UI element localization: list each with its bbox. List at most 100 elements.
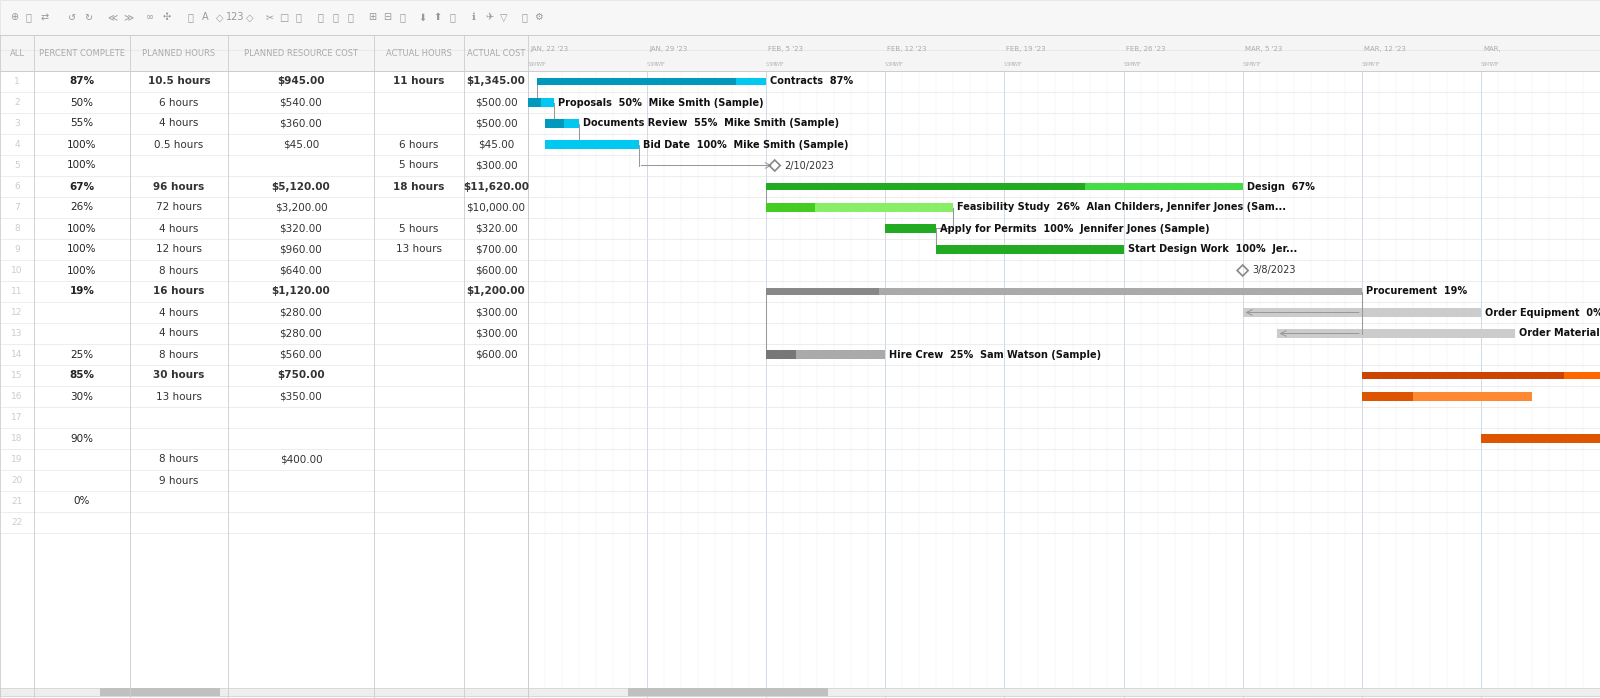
Text: $1,200.00: $1,200.00 — [467, 286, 525, 297]
Text: ↺: ↺ — [67, 13, 77, 22]
Text: S: S — [1363, 62, 1366, 67]
Text: 2: 2 — [14, 98, 19, 107]
Text: W: W — [536, 62, 541, 67]
Text: $320.00: $320.00 — [475, 223, 517, 234]
Text: M: M — [890, 62, 893, 67]
Text: S: S — [1242, 62, 1245, 67]
Text: $300.00: $300.00 — [475, 329, 517, 339]
Text: T: T — [1011, 62, 1014, 67]
Text: ≫: ≫ — [123, 13, 133, 22]
Text: 20: 20 — [11, 476, 22, 485]
Bar — [546, 140, 638, 149]
Text: W: W — [1133, 62, 1138, 67]
Text: W: W — [894, 62, 899, 67]
Text: 30 hours: 30 hours — [154, 371, 205, 380]
Text: F: F — [1258, 62, 1259, 67]
Text: 8: 8 — [14, 224, 19, 233]
Text: F: F — [1496, 62, 1498, 67]
Text: 6 hours: 6 hours — [400, 140, 438, 149]
Text: M: M — [1366, 62, 1370, 67]
Text: ⊟: ⊟ — [382, 13, 390, 22]
Bar — [546, 119, 563, 128]
Text: Apply for Permits  100%  Jennifer Jones (Sample): Apply for Permits 100% Jennifer Jones (S… — [941, 223, 1210, 234]
Text: 67%: 67% — [69, 181, 94, 191]
Text: 📋: 📋 — [294, 13, 301, 22]
Text: T: T — [773, 62, 776, 67]
Text: Order Equipment  0%  Sa...: Order Equipment 0% Sa... — [1485, 308, 1600, 318]
Text: 3: 3 — [14, 119, 19, 128]
Text: T: T — [534, 62, 538, 67]
Bar — [885, 224, 936, 233]
Text: ⬇: ⬇ — [418, 13, 426, 22]
Text: 30%: 30% — [70, 392, 93, 401]
Text: 📋: 📋 — [333, 13, 338, 22]
Text: ◇: ◇ — [246, 13, 254, 22]
Bar — [546, 119, 579, 128]
Bar — [0, 0, 1600, 35]
Bar — [766, 203, 814, 212]
Text: 12: 12 — [11, 308, 22, 317]
Bar — [766, 350, 885, 359]
Bar — [1277, 329, 1515, 338]
Text: 21: 21 — [11, 497, 22, 506]
Text: $945.00: $945.00 — [277, 77, 325, 87]
Text: 8 hours: 8 hours — [160, 350, 198, 359]
Bar — [536, 77, 736, 85]
Text: M: M — [1485, 62, 1490, 67]
Text: T: T — [539, 62, 542, 67]
Text: ✈: ✈ — [485, 13, 493, 22]
Text: 13: 13 — [11, 329, 22, 338]
Text: M: M — [531, 62, 536, 67]
Text: S: S — [1245, 62, 1248, 67]
Bar — [1482, 434, 1600, 443]
Text: 100%: 100% — [67, 161, 96, 170]
Text: S: S — [885, 62, 888, 67]
Text: $500.00: $500.00 — [475, 119, 517, 128]
Text: S: S — [530, 62, 533, 67]
Bar — [1482, 434, 1600, 443]
Text: W: W — [774, 62, 779, 67]
Text: M: M — [1246, 62, 1251, 67]
Text: 5 hours: 5 hours — [400, 161, 438, 170]
Text: 6 hours: 6 hours — [160, 98, 198, 107]
Text: 8 hours: 8 hours — [160, 454, 198, 464]
Text: □: □ — [280, 13, 288, 22]
Text: T: T — [1136, 62, 1139, 67]
Text: 12 hours: 12 hours — [157, 244, 202, 255]
Text: T: T — [1488, 62, 1491, 67]
Text: S: S — [1006, 62, 1010, 67]
Text: F: F — [542, 62, 546, 67]
Text: T: T — [893, 62, 896, 67]
Text: FEB, 12 '23: FEB, 12 '23 — [888, 45, 926, 52]
Text: W: W — [1251, 62, 1256, 67]
Text: S: S — [1005, 62, 1008, 67]
Text: 6: 6 — [14, 182, 19, 191]
Text: Design  67%: Design 67% — [1246, 181, 1315, 191]
Text: 4 hours: 4 hours — [160, 329, 198, 339]
Bar — [1362, 392, 1413, 401]
Text: $600.00: $600.00 — [475, 350, 517, 359]
Text: $1,345.00: $1,345.00 — [467, 77, 525, 87]
Text: $45.00: $45.00 — [478, 140, 514, 149]
Text: FEB, 26 '23: FEB, 26 '23 — [1125, 45, 1165, 52]
Text: T: T — [654, 62, 658, 67]
Text: 9: 9 — [14, 245, 19, 254]
Text: 16 hours: 16 hours — [154, 286, 205, 297]
Bar — [936, 245, 1123, 254]
Text: 0.5 hours: 0.5 hours — [154, 140, 203, 149]
Text: T: T — [1374, 62, 1376, 67]
Text: 72 hours: 72 hours — [157, 202, 202, 212]
Text: S: S — [1483, 62, 1486, 67]
Text: JAN, 22 '23: JAN, 22 '23 — [530, 45, 568, 52]
Bar — [766, 182, 1243, 191]
Text: Contracts  87%: Contracts 87% — [770, 77, 853, 87]
Text: M: M — [770, 62, 774, 67]
Text: S: S — [888, 62, 891, 67]
Text: S: S — [1480, 62, 1483, 67]
Text: 👤: 👤 — [26, 13, 30, 22]
Text: $5,120.00: $5,120.00 — [272, 181, 330, 191]
Text: 19: 19 — [11, 455, 22, 464]
Text: 🔒: 🔒 — [522, 13, 526, 22]
Text: T: T — [778, 62, 781, 67]
Text: 5 hours: 5 hours — [400, 223, 438, 234]
